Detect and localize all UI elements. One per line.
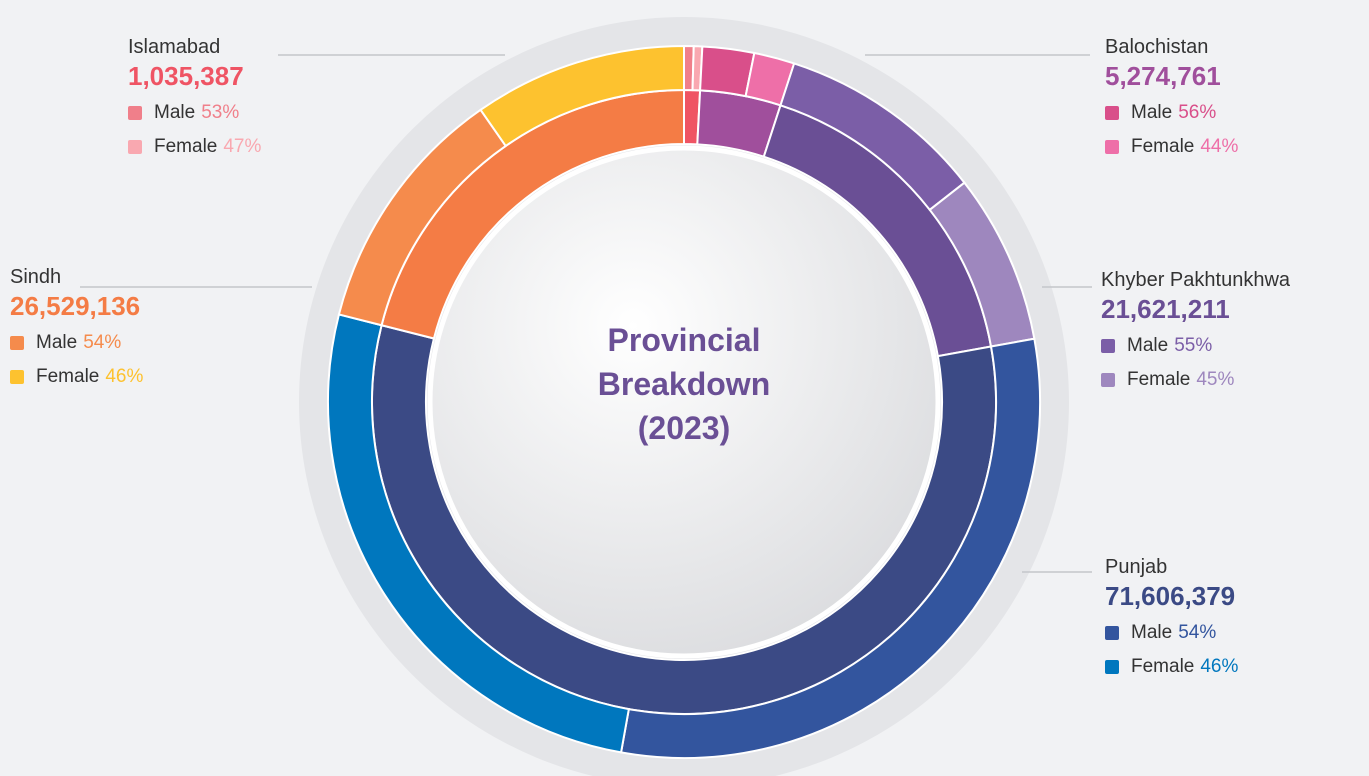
legend-text: Female bbox=[1127, 369, 1191, 390]
outer-segment bbox=[479, 44, 685, 148]
province-label: Sindh 26,529,136 Male 54% Female 46% bbox=[10, 264, 143, 394]
province-value: 21,621,211 bbox=[1101, 294, 1230, 324]
legend-text: Male bbox=[1131, 622, 1173, 643]
legend-swatch bbox=[1105, 106, 1119, 120]
legend-entry: Female 45% bbox=[1101, 363, 1290, 397]
legend-percent: 54% bbox=[83, 332, 122, 353]
legend-percent: 46% bbox=[1200, 656, 1239, 677]
legend-swatch bbox=[1105, 660, 1119, 674]
leader-lines bbox=[80, 54, 1092, 573]
province-name: Balochistan bbox=[1105, 36, 1209, 58]
legend-text: Male bbox=[154, 102, 196, 123]
legend-percent: 55% bbox=[1174, 335, 1213, 356]
legend-text: Female bbox=[154, 136, 218, 157]
legend-entry: Female 46% bbox=[1105, 650, 1238, 684]
province-value: 5,274,761 bbox=[1105, 61, 1221, 91]
legend-entry: Male 56% bbox=[1105, 96, 1238, 130]
legend-swatch bbox=[1105, 626, 1119, 640]
province-name: Khyber Pakhtunkhwa bbox=[1101, 269, 1291, 291]
legend-swatch bbox=[1101, 339, 1115, 353]
legend-entry: Male 54% bbox=[1105, 616, 1238, 650]
province-name: Sindh bbox=[10, 266, 62, 288]
legend-percent: 44% bbox=[1200, 136, 1239, 157]
province-label: Punjab 71,606,379 Male 54% Female 46% bbox=[1105, 554, 1238, 684]
province-label: Balochistan 5,274,761 Male 56% Female 44% bbox=[1105, 34, 1238, 164]
legend-swatch bbox=[128, 106, 142, 120]
legend-entry: Female 44% bbox=[1105, 130, 1238, 164]
province-name: Islamabad bbox=[128, 36, 221, 58]
legend-percent: 53% bbox=[201, 102, 240, 123]
legend-swatch bbox=[128, 140, 142, 154]
legend-text: Male bbox=[36, 332, 78, 353]
legend-swatch bbox=[1101, 373, 1115, 387]
legend-text: Female bbox=[1131, 136, 1195, 157]
legend-text: Female bbox=[1131, 656, 1195, 677]
province-name: Punjab bbox=[1105, 556, 1168, 578]
province-value: 71,606,379 bbox=[1105, 581, 1236, 611]
legend-entry: Female 47% bbox=[128, 130, 261, 164]
legend-entry: Male 54% bbox=[10, 326, 143, 360]
legend-percent: 54% bbox=[1178, 622, 1217, 643]
legend-entry: Male 53% bbox=[128, 96, 261, 130]
province-label: Islamabad 1,035,387 Male 53% Female 47% bbox=[128, 34, 261, 164]
province-label: Khyber Pakhtunkhwa 21,621,211 Male 55% Femal… bbox=[1101, 267, 1290, 397]
province-value: 1,035,387 bbox=[128, 61, 244, 91]
legend-text: Male bbox=[1131, 102, 1173, 123]
legend-text: Female bbox=[36, 366, 100, 387]
chart-title: Provincial Breakdown (2023) bbox=[597, 322, 771, 446]
legend-swatch bbox=[10, 336, 24, 350]
legend-swatch bbox=[10, 370, 24, 384]
legend-percent: 46% bbox=[105, 366, 144, 387]
legend-swatch bbox=[1105, 140, 1119, 154]
province-value: 26,529,136 bbox=[10, 291, 141, 321]
legend-entry: Male 55% bbox=[1101, 329, 1290, 363]
legend-percent: 45% bbox=[1196, 369, 1235, 390]
center-disc bbox=[427, 145, 941, 659]
legend-percent: 56% bbox=[1178, 102, 1217, 123]
legend-text: Male bbox=[1127, 335, 1169, 356]
legend-percent: 47% bbox=[223, 136, 262, 157]
legend-entry: Female 46% bbox=[10, 360, 143, 394]
